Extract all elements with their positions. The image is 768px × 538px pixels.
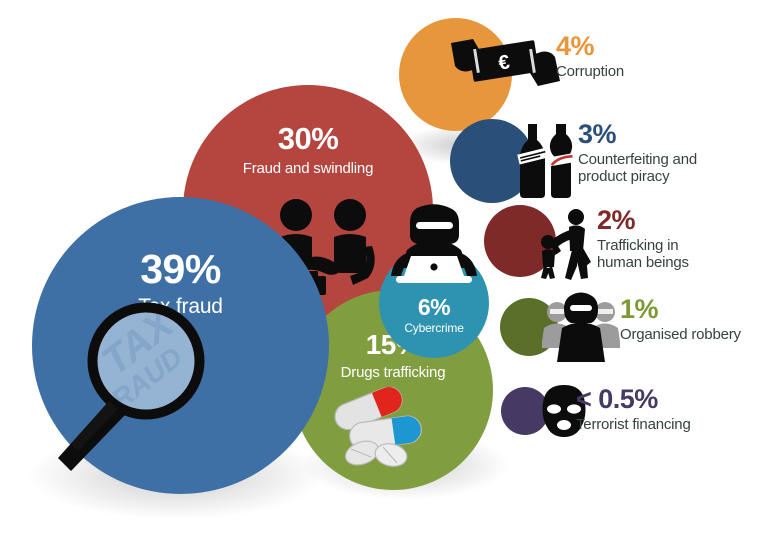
legend-label-corruption: Corruption bbox=[556, 63, 625, 80]
legend-percent-organised-robbery: 1% bbox=[620, 294, 659, 324]
legend-dot-counterfeiting[interactable] bbox=[450, 119, 534, 203]
legend-percent-counterfeiting: 3% bbox=[578, 119, 617, 149]
legend-text-terrorist-financing: < 0.5% Terrorist financing bbox=[576, 386, 691, 434]
bubble-tax-fraud-label: Tax fraud bbox=[138, 295, 223, 318]
bubble-fraud-and-swindling-label: Fraud and swindling bbox=[242, 160, 374, 177]
bubble-cybercrime-percent: 6% bbox=[417, 294, 451, 320]
bubble-cybercrime[interactable]: 6% Cybercrime bbox=[379, 248, 489, 358]
legend-label-organised-robbery: Organised robbery bbox=[620, 326, 741, 343]
legend-dot-human-trafficking[interactable] bbox=[484, 205, 556, 277]
legend-text-corruption: 4% Corruption bbox=[556, 33, 624, 81]
legend-percent-human-trafficking: 2% bbox=[597, 205, 636, 235]
bubble-tax-fraud[interactable]: 39% Tax fraud bbox=[32, 197, 329, 494]
legend-percent-terrorist-financing: < 0.5% bbox=[576, 384, 658, 414]
bubble-drugs-trafficking-label: Drugs trafficking bbox=[340, 364, 446, 381]
bubble-cybercrime-label: Cybercrime bbox=[404, 321, 464, 335]
bubble-fraud-and-swindling-percent: 30% bbox=[277, 121, 339, 156]
legend-dot-terrorist-financing[interactable] bbox=[501, 387, 549, 435]
legend-dot-organised-robbery[interactable] bbox=[500, 298, 558, 356]
bubble-tax-fraud-percent: 39% bbox=[140, 246, 221, 292]
legend-percent-corruption: 4% bbox=[556, 31, 595, 61]
legend-label-human-trafficking: Trafficking in human beings bbox=[597, 237, 689, 271]
legend-text-counterfeiting: 3% Counterfeiting and product piracy bbox=[578, 121, 697, 186]
legend-text-human-trafficking: 2% Trafficking in human beings bbox=[597, 207, 689, 272]
legend-dot-corruption[interactable] bbox=[399, 18, 512, 131]
legend-text-organised-robbery: 1% Organised robbery bbox=[620, 296, 741, 344]
legend-label-counterfeiting: Counterfeiting and product piracy bbox=[578, 151, 697, 185]
legend-label-terrorist-financing: Terrorist financing bbox=[576, 416, 691, 433]
